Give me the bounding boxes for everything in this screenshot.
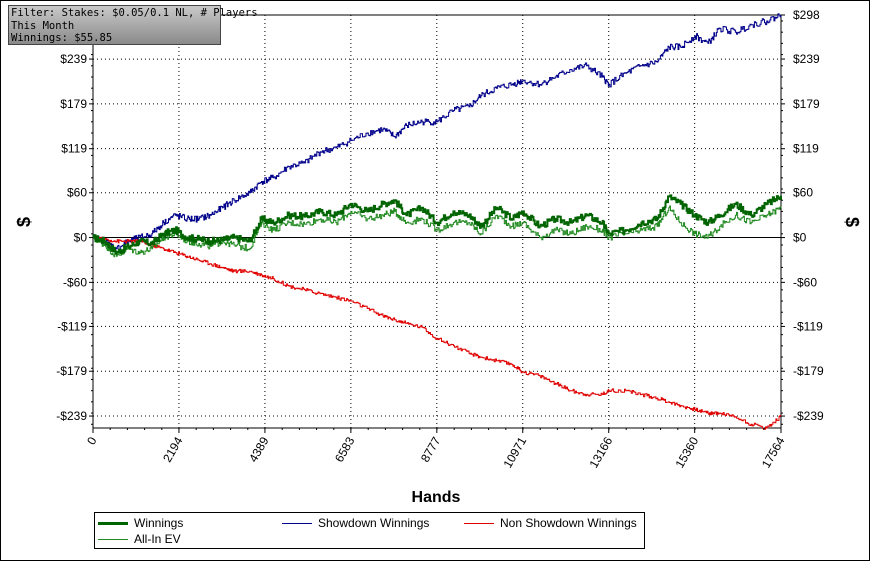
x-tick-label: 15360 xyxy=(672,434,701,470)
x-tick-label: 6583 xyxy=(332,434,358,464)
y-tick-label-left: $119 xyxy=(61,142,87,156)
grid xyxy=(93,15,781,428)
y-tick-label-left: $0 xyxy=(74,231,88,245)
legend-item-allin-ev: All-In EV xyxy=(98,531,181,547)
x-tick-label: 2194 xyxy=(160,434,186,464)
series-line-winnings xyxy=(92,194,782,255)
y-tick-label-right: -$239 xyxy=(793,409,824,423)
legend-label-non-showdown: Non Showdown Winnings xyxy=(500,516,637,530)
series-lines xyxy=(92,13,782,430)
y-tick-label-left: -$179 xyxy=(56,364,87,378)
y-tick-label-right: $179 xyxy=(793,97,820,111)
series-line-non-showdown-winnings xyxy=(93,235,782,430)
x-tick-label: 0 xyxy=(84,434,100,447)
legend-item-non-showdown: Non Showdown Winnings xyxy=(464,515,637,531)
y-tick-label-right: $60 xyxy=(793,186,813,200)
y-tick-label-left: -$60 xyxy=(63,275,87,289)
x-tick-label: 13166 xyxy=(587,434,616,470)
y-axis-title-right: $ xyxy=(842,217,862,227)
y-tick-label-right: $119 xyxy=(793,142,819,156)
y-tick-label-right: $298 xyxy=(793,8,820,22)
series-line-all-in-ev xyxy=(93,205,782,258)
y-tick-label-left: -$239 xyxy=(56,409,87,423)
x-tick-label: 17564 xyxy=(759,434,788,470)
legend-label-winnings: Winnings xyxy=(134,516,184,530)
y-axis-title-left: $ xyxy=(14,217,34,227)
legend-swatch-allin-ev xyxy=(98,538,128,540)
legend-swatch-showdown xyxy=(282,522,312,524)
filter-line-stakes: Filter: Stakes: $0.05/0.1 NL, # Players xyxy=(11,7,258,19)
filter-line-period: This Month xyxy=(11,19,75,32)
axis-ticks: 0 2194 4389 6583 8777 10971 13166 15360 17564 $29… xyxy=(56,8,824,470)
filter-info-box: Filter: Stakes: $0.05/0.1 NL, # Players … xyxy=(8,5,258,45)
y-tick-label-right: -$179 xyxy=(793,364,824,378)
x-tick-label: 4389 xyxy=(246,434,272,464)
y-tick-label-right: $239 xyxy=(793,52,820,66)
legend-label-allin-ev: All-In EV xyxy=(134,532,181,546)
series-line-showdown-winnings xyxy=(93,13,782,251)
legend: Winnings Showdown Winnings Non Showdown … xyxy=(94,512,645,549)
y-tick-label-right: -$60 xyxy=(793,275,817,289)
y-tick-label-left: $239 xyxy=(60,52,87,66)
filter-line-winnings: Winnings: $55.85 xyxy=(11,32,113,44)
legend-swatch-winnings xyxy=(98,521,128,525)
x-tick-label: 10971 xyxy=(501,434,530,470)
legend-item-showdown: Showdown Winnings xyxy=(282,515,429,531)
y-tick-label-right: -$119 xyxy=(793,319,823,333)
legend-item-winnings: Winnings xyxy=(98,515,183,531)
legend-label-showdown: Showdown Winnings xyxy=(318,516,430,530)
x-tick-label: 8777 xyxy=(418,434,444,464)
y-tick-label-left: $179 xyxy=(60,97,87,111)
x-axis-title: Hands xyxy=(412,489,461,506)
y-tick-label-left: -$119 xyxy=(57,319,87,333)
y-tick-label-right: $0 xyxy=(793,231,807,245)
legend-swatch-non-showdown xyxy=(464,522,494,524)
y-tick-label-left: $60 xyxy=(67,186,87,200)
